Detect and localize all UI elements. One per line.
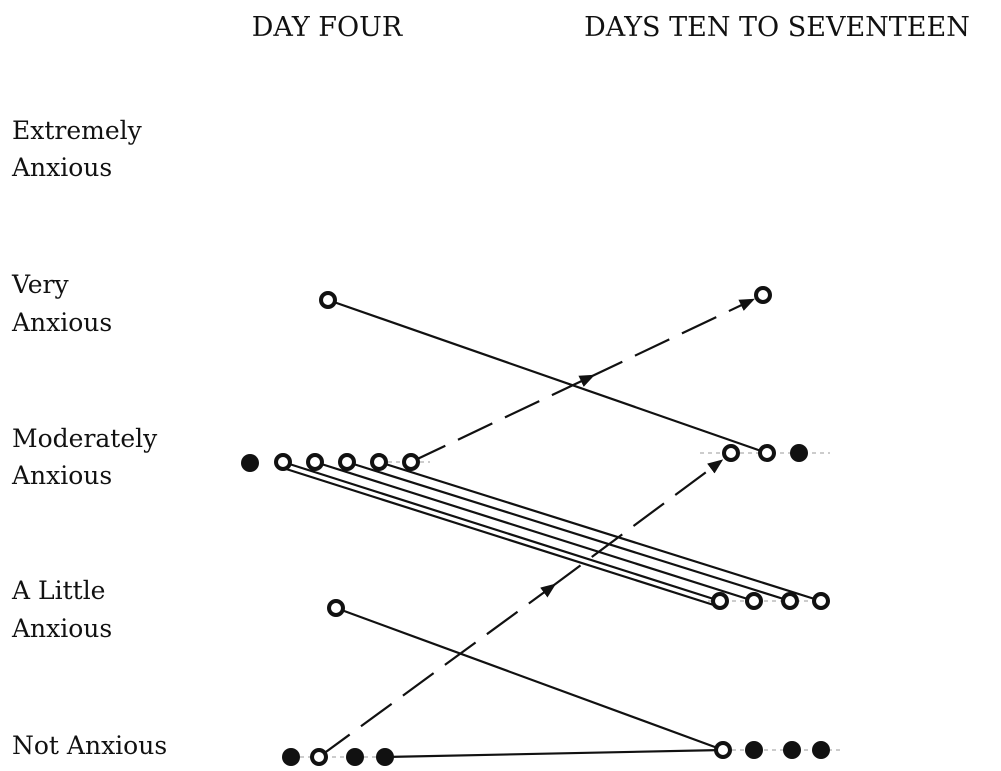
filled-marker (790, 444, 808, 462)
open-marker (711, 592, 729, 610)
markers (241, 286, 830, 766)
row-label: Very (11, 270, 70, 299)
connector (282, 466, 721, 609)
row-label: Not Anxious (12, 731, 167, 760)
connections (282, 298, 822, 759)
connector (335, 606, 724, 752)
open-marker (274, 453, 292, 471)
connector (346, 460, 791, 603)
row-label: Anxious (11, 461, 112, 490)
open-marker (781, 592, 799, 610)
column-header: DAY FOUR (252, 12, 403, 43)
open-marker (745, 592, 763, 610)
filled-marker (282, 748, 300, 766)
open-marker (319, 291, 337, 309)
row-label: A Little (11, 576, 105, 605)
connector (282, 460, 721, 603)
connector (314, 460, 755, 603)
open-marker (758, 444, 776, 462)
open-marker (754, 286, 772, 304)
dashed-arrow (410, 374, 595, 463)
row-label: Moderately (12, 424, 158, 453)
filled-marker (783, 741, 801, 759)
connector (384, 748, 724, 759)
open-marker (714, 741, 732, 759)
open-marker (327, 599, 345, 617)
open-marker (338, 453, 356, 471)
row-label: Anxious (11, 308, 112, 337)
open-marker (370, 453, 388, 471)
open-marker (310, 748, 328, 766)
open-marker (722, 444, 740, 462)
dashed-arrow (318, 583, 557, 758)
row-label: Anxious (11, 153, 112, 182)
connector (378, 460, 822, 603)
column-header: DAYS TEN TO SEVENTEEN (584, 12, 970, 43)
row-label: Anxious (11, 614, 112, 643)
open-marker (402, 453, 420, 471)
row-label: Extremely (12, 116, 143, 145)
open-marker (812, 592, 830, 610)
filled-marker (376, 748, 394, 766)
connector (327, 298, 768, 455)
row-labels: Extremely Anxious Very Anxious Moderatel… (11, 116, 167, 760)
filled-marker (745, 741, 763, 759)
filled-marker (241, 454, 259, 472)
filled-marker (812, 741, 830, 759)
dashed-arrow (549, 459, 724, 589)
dashed-arrow (587, 298, 755, 379)
filled-marker (346, 748, 364, 766)
open-marker (306, 453, 324, 471)
